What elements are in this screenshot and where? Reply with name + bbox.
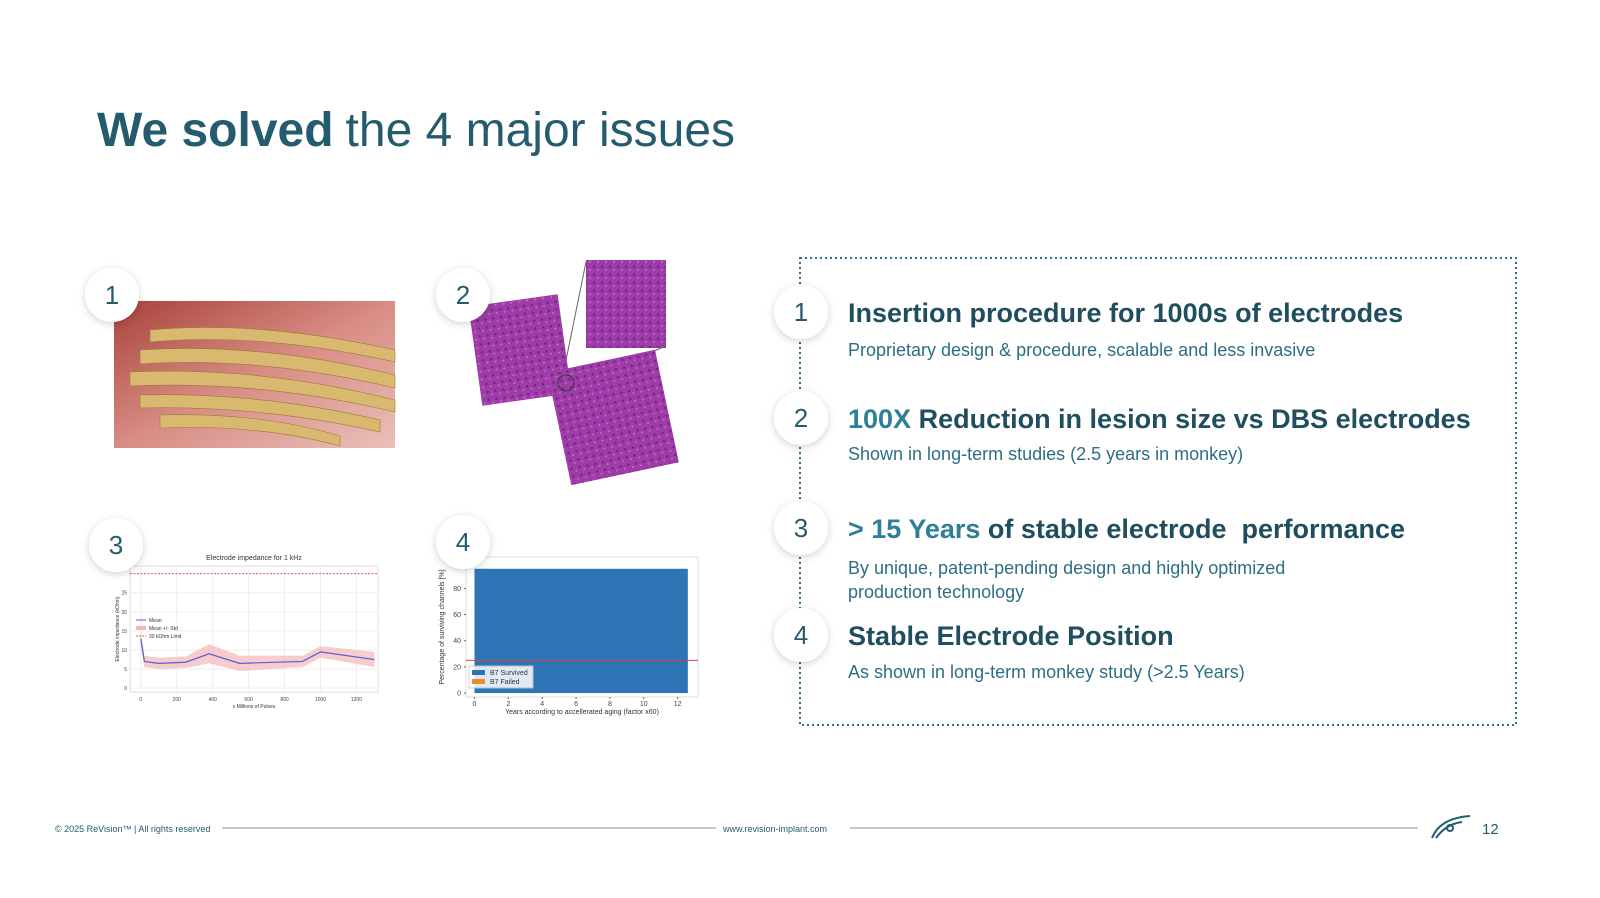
- x-tick-label: 10: [640, 701, 648, 708]
- number-badge: [436, 268, 490, 322]
- y-axis-label: Percentage of surviving channels [%]: [439, 569, 446, 684]
- x-tick-label: 600: [244, 697, 253, 703]
- x-tick-label: 2: [506, 701, 510, 708]
- y-tick-label: 25: [121, 591, 127, 597]
- badge-number: 3: [109, 530, 123, 560]
- page-number: 12: [1482, 821, 1499, 838]
- item-heading-text: Insertion procedure for 1000s of electro…: [848, 298, 1403, 328]
- badge-number: 2: [794, 403, 808, 433]
- y-tick-label: 5: [124, 667, 127, 673]
- number-badge: [89, 518, 143, 572]
- item-heading: Stable Electrode Position: [848, 621, 1174, 651]
- histology-images: [468, 260, 679, 486]
- item-heading: 100X Reduction in lesion size vs DBS ele…: [848, 404, 1471, 434]
- badge-number: 1: [794, 297, 808, 327]
- std-band: [140, 630, 375, 671]
- x-tick-label: 800: [280, 697, 289, 703]
- legend-swatch: [472, 679, 485, 684]
- item-accent: 100X: [848, 404, 911, 434]
- x-tick-label: 200: [173, 697, 182, 703]
- number-badge: [436, 515, 490, 569]
- impedance-plot-area: [129, 565, 379, 693]
- x-axis-label: Years according to accellerated aging (f…: [505, 709, 659, 716]
- item-heading-text: of stable electrode performance: [980, 514, 1405, 544]
- x-tick-label: 12: [674, 701, 682, 708]
- item-heading-text: Reduction in lesion size vs DBS electrod…: [911, 404, 1471, 434]
- badge-number: 4: [456, 527, 470, 557]
- legend-label: B7 Survived: [490, 670, 528, 677]
- y-tick-label: 40: [453, 638, 461, 645]
- title-bold: We solved: [97, 104, 334, 157]
- number-badge: [85, 268, 139, 322]
- item-description: Proprietary design & procedure, scalable…: [848, 340, 1315, 360]
- y-axis-label: Electrode impedance (kOhm): [115, 596, 121, 661]
- info-box: [799, 257, 1517, 726]
- item-heading: > 15 Years of stable electrode performan…: [848, 514, 1405, 544]
- logo: [1431, 815, 1471, 839]
- number-badge: [774, 391, 828, 445]
- footer-copyright: © 2025 ReVision™ | All rights reserved: [55, 824, 210, 834]
- title: We solved the 4 major issues: [97, 104, 735, 157]
- x-tick-label: 0: [473, 701, 477, 708]
- y-tick-label: 0: [124, 686, 127, 692]
- legend-label: Mean +/- Std: [149, 626, 178, 632]
- y-tick-label: 15: [121, 629, 127, 635]
- x-tick-label: 1200: [351, 697, 362, 703]
- y-tick-label: 20: [121, 610, 127, 616]
- badge-number: 4: [794, 620, 808, 650]
- legend-label: 30 kOhm Limit: [149, 634, 182, 640]
- y-tick-label: 10: [121, 648, 127, 654]
- x-tick-label: 4: [540, 701, 544, 708]
- y-tick-label: 0: [457, 691, 461, 698]
- y-tick-label: 60: [453, 612, 461, 619]
- badge-number: 3: [794, 513, 808, 543]
- x-tick-label: 8: [608, 701, 612, 708]
- badge-number: 1: [105, 280, 119, 310]
- item-accent: > 15 Years: [848, 514, 980, 544]
- item-heading-text: Stable Electrode Position: [848, 621, 1174, 651]
- item-description: production technology: [848, 582, 1024, 602]
- footer-url: www.revision-implant.com: [722, 824, 827, 834]
- x-tick-label: 6: [574, 701, 578, 708]
- item-description: As shown in long-term monkey study (>2.5…: [848, 662, 1245, 682]
- electrode-photo: [114, 301, 396, 448]
- x-tick-label: 400: [208, 697, 217, 703]
- badge-number: 2: [456, 280, 470, 310]
- title-rest: the 4 major issues: [346, 104, 736, 157]
- item-description: By unique, patent-pending design and hig…: [848, 558, 1285, 578]
- number-badge: [774, 285, 828, 339]
- mean-line: [140, 638, 375, 664]
- number-badge: [774, 501, 828, 555]
- y-tick-label: 20: [453, 664, 461, 671]
- x-tick-label: 0: [139, 697, 142, 703]
- x-tick-label: 1000: [315, 697, 326, 703]
- item-description: Shown in long-term studies (2.5 years in…: [848, 444, 1243, 464]
- legend-swatch: [472, 670, 485, 675]
- number-badge: [774, 608, 828, 662]
- y-tick-label: 80: [453, 586, 461, 593]
- chart-title: Electrode impedance for 1 kHz: [206, 555, 302, 562]
- legend-label: B7 Failed: [490, 679, 520, 686]
- item-heading: Insertion procedure for 1000s of electro…: [848, 298, 1403, 328]
- x-axis-label: x Millions of Pulses: [233, 704, 276, 710]
- legend-label: Mean: [149, 618, 162, 624]
